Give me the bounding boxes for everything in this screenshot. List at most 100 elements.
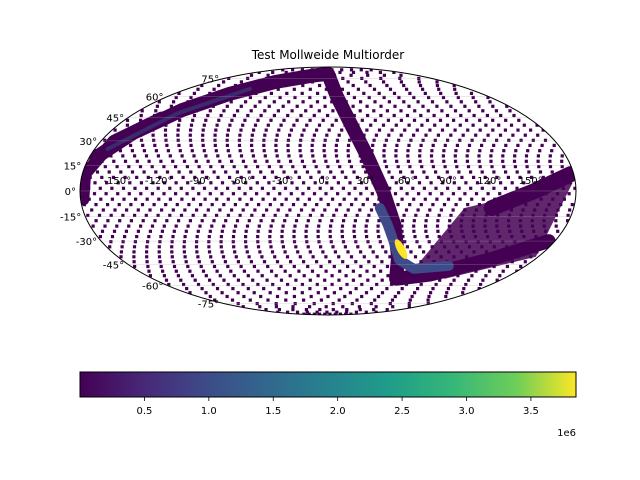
map-cell <box>189 143 193 147</box>
map-cell <box>274 305 278 309</box>
map-cell <box>152 138 156 142</box>
map-cell <box>519 264 523 269</box>
map-cell <box>144 154 149 158</box>
map-cell <box>338 165 342 169</box>
map-cell <box>360 181 364 185</box>
map-cell <box>304 235 308 239</box>
map-cell <box>348 138 352 142</box>
map-cell <box>133 186 137 190</box>
map-cell <box>357 305 361 309</box>
map-cell <box>281 245 285 249</box>
map-cell <box>286 282 290 287</box>
map-cell <box>311 154 315 158</box>
map-cell <box>291 308 295 312</box>
map-cell <box>442 149 446 153</box>
map-cell <box>397 95 401 100</box>
map-cell <box>232 245 236 249</box>
map-cell <box>224 170 228 174</box>
map-cell <box>294 245 298 249</box>
map-cell <box>356 245 360 249</box>
map-cell <box>253 208 257 212</box>
map-cell <box>193 278 197 282</box>
map-cell <box>268 203 272 207</box>
map-cell <box>531 138 535 142</box>
map-cell <box>283 269 287 273</box>
map-cell <box>352 95 356 100</box>
map-cell <box>177 91 181 95</box>
map-cell <box>318 312 322 315</box>
map-cell <box>176 128 180 132</box>
map-cell <box>431 143 435 147</box>
map-cell <box>204 175 208 179</box>
map-cell <box>422 170 426 174</box>
map-cell <box>323 312 327 315</box>
map-cell <box>296 197 300 201</box>
map-cell <box>291 165 295 169</box>
map-cell <box>442 203 447 207</box>
map-cell <box>517 118 521 122</box>
map-cell <box>220 250 224 254</box>
map-cell <box>198 224 202 228</box>
latitude-labels: 75° 60° 45° 30° 15° 0° -15° -30° -45° -60° -75° <box>60 75 219 311</box>
map-cell <box>465 159 469 163</box>
map-cell <box>366 240 370 244</box>
map-cell <box>308 118 312 122</box>
map-cell <box>368 83 372 88</box>
map-cell <box>432 113 436 118</box>
map-cell <box>319 245 323 249</box>
map-cell <box>364 80 368 84</box>
hotspot-region <box>374 203 454 274</box>
map-cell <box>285 91 289 95</box>
map-cell <box>194 159 198 163</box>
map-cell <box>407 143 411 147</box>
map-cell <box>259 170 263 174</box>
map-cell <box>449 213 453 217</box>
map-cell <box>267 181 271 185</box>
map-cell <box>123 159 128 163</box>
map-cell <box>437 235 441 239</box>
map-cell <box>196 255 200 259</box>
map-cell <box>217 83 221 88</box>
map-cell <box>184 229 188 233</box>
map-cell <box>222 224 226 228</box>
map-cell <box>148 208 152 212</box>
map-cell <box>133 240 137 244</box>
map-cell <box>456 95 460 100</box>
map-cell <box>238 149 242 153</box>
map-cell <box>402 100 406 104</box>
map-cell <box>250 149 254 153</box>
map-cell <box>328 260 332 264</box>
map-cell <box>573 186 576 190</box>
map-cell <box>439 208 443 212</box>
map-cell <box>239 175 243 179</box>
map-cell <box>536 133 540 137</box>
map-cell <box>361 165 365 169</box>
map-cell <box>268 291 272 295</box>
map-cell <box>478 149 482 153</box>
map-cell <box>232 181 236 185</box>
lat-tick-label: -30° <box>76 237 97 248</box>
map-cell <box>302 260 306 264</box>
map-cell <box>498 192 502 196</box>
map-cell <box>435 80 439 84</box>
map-cell <box>329 240 333 244</box>
map-cell <box>237 186 241 190</box>
map-cell <box>140 203 145 207</box>
map-cell <box>273 213 277 217</box>
map-cell <box>222 278 226 282</box>
map-cell <box>345 310 349 314</box>
map-cell <box>139 138 144 142</box>
map-cell <box>289 260 293 264</box>
map-cell <box>355 213 359 217</box>
map-cell <box>495 278 499 282</box>
map-cell <box>402 83 406 88</box>
map-cell <box>412 133 416 137</box>
map-cell <box>351 70 356 74</box>
map-cell <box>312 133 316 137</box>
map-cell <box>307 197 311 201</box>
map-cell <box>121 186 126 190</box>
map-cell <box>239 104 243 108</box>
map-cell <box>177 170 181 174</box>
map-cell <box>280 203 284 207</box>
map-cell <box>324 255 328 259</box>
